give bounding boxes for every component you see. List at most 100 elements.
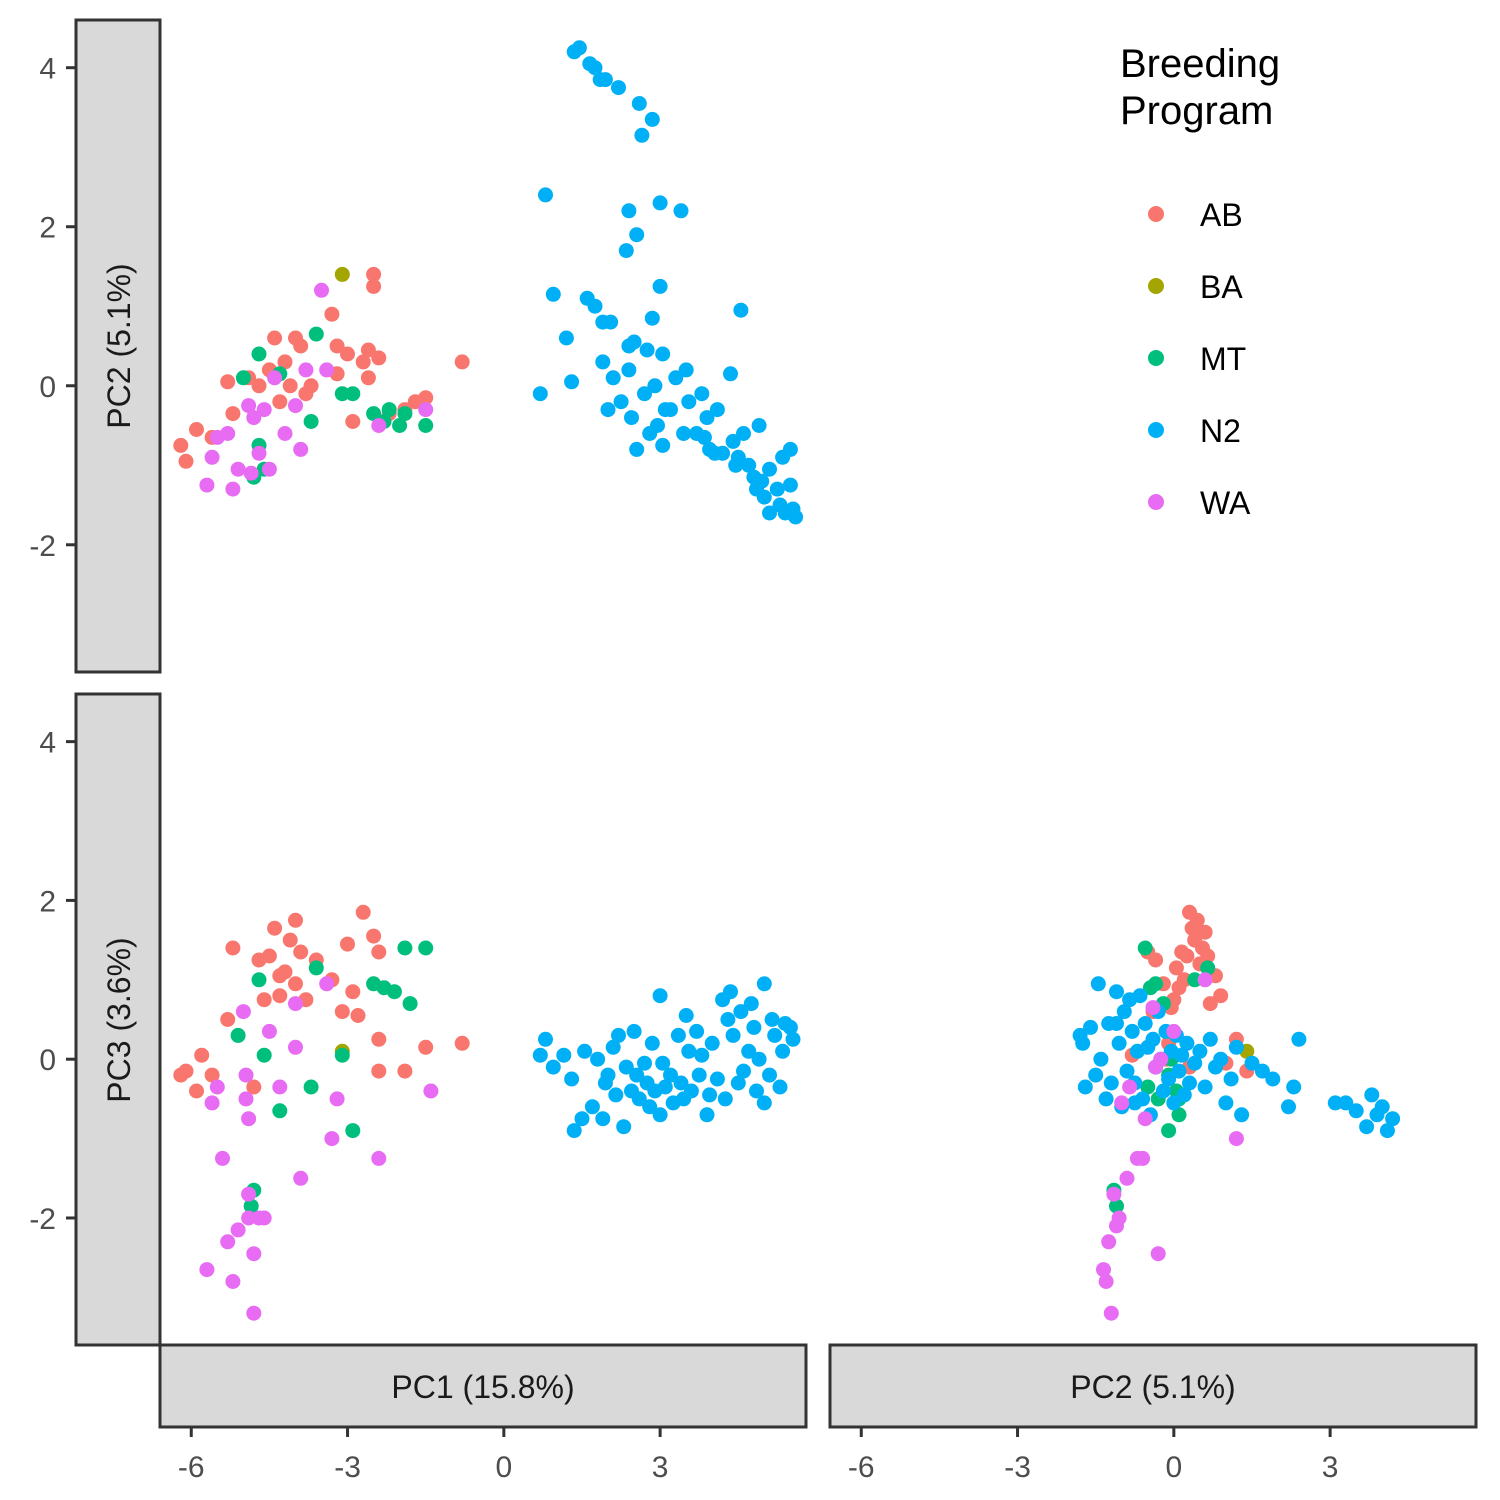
point-wa-pc1-vs-pc2-5 <box>230 461 246 477</box>
point-wa-pc1-vs-pc3-4 <box>220 1234 236 1250</box>
point-n2-pc1-vs-pc3-9 <box>590 1051 606 1067</box>
point-n2-pc1-vs-pc3-1 <box>538 1031 553 1047</box>
point-n2-pc1-vs-pc3-65 <box>775 1043 791 1059</box>
point-n2-pc1-vs-pc3-34 <box>673 1075 689 1091</box>
point-n2-pc1-vs-pc3-14 <box>608 1087 624 1103</box>
point-n2-pc1-vs-pc3-60 <box>756 1095 772 1111</box>
point-wa-pc1-vs-pc3-26 <box>423 1083 439 1099</box>
y-strip-row2: PC3 (3.6%) <box>74 692 162 1347</box>
point-wa-pc1-vs-pc2-0 <box>199 477 215 493</box>
point-n2-pc1-vs-pc3-42 <box>699 1107 715 1123</box>
point-n2-pc2-vs-pc3-44 <box>1213 1051 1229 1067</box>
point-n2-pc1-vs-pc3-62 <box>764 1012 780 1027</box>
point-wa-pc1-vs-pc3-7 <box>235 1004 251 1020</box>
point-n2-pc1-vs-pc2-10 <box>587 60 603 76</box>
point-n2-pc2-vs-pc3-13 <box>1116 1004 1132 1020</box>
point-n2-pc1-vs-pc3-36 <box>678 1008 694 1023</box>
point-ab-pc1-vs-pc3-17 <box>288 976 303 992</box>
point-wa-pc1-vs-pc3-16 <box>256 1210 272 1226</box>
point-mt-pc1-vs-pc2-7 <box>308 326 324 342</box>
legend-key-ba <box>1148 278 1164 294</box>
point-wa-pc1-vs-pc2-7 <box>243 465 259 481</box>
legend-label-n2: N2 <box>1200 413 1241 449</box>
point-n2-pc1-vs-pc2-74 <box>782 441 798 457</box>
point-n2-pc1-vs-pc3-33 <box>670 1027 686 1043</box>
point-n2-pc2-vs-pc3-48 <box>1234 1107 1250 1123</box>
point-ab-pc1-vs-pc3-5 <box>220 1012 236 1027</box>
point-ab-pc1-vs-pc3-23 <box>340 936 355 952</box>
point-n2-pc2-vs-pc3-24 <box>1145 1031 1161 1047</box>
point-mt-pc1-vs-pc3-14 <box>402 996 418 1012</box>
point-mt-pc1-vs-pc3-15 <box>418 940 434 956</box>
point-wa-pc1-vs-pc2-18 <box>319 362 335 378</box>
point-ab-pc1-vs-pc3-2 <box>189 1083 204 1099</box>
point-n2-pc2-vs-pc3-41 <box>1197 1079 1213 1095</box>
point-n2-pc1-vs-pc3-43 <box>702 1087 718 1103</box>
point-mt-pc1-vs-pc2-15 <box>418 418 434 433</box>
point-n2-pc1-vs-pc3-20 <box>629 1067 645 1083</box>
point-n2-pc1-vs-pc2-29 <box>634 127 650 143</box>
point-ab-pc1-vs-pc2-20 <box>340 346 355 362</box>
point-n2-pc1-vs-pc2-15 <box>600 402 616 418</box>
point-n2-pc1-vs-pc3-59 <box>756 976 772 992</box>
point-n2-pc1-vs-pc2-39 <box>655 346 671 362</box>
y-tick-label: 0 <box>39 1044 56 1077</box>
point-n2-pc1-vs-pc3-29 <box>655 1055 671 1071</box>
point-n2-pc2-vs-pc3-50 <box>1254 1063 1270 1079</box>
x-tick-label: 0 <box>1165 1451 1182 1484</box>
point-n2-pc1-vs-pc2-20 <box>618 243 634 259</box>
point-n2-pc2-vs-pc3-56 <box>1338 1095 1354 1111</box>
point-wa-pc1-vs-pc2-20 <box>418 402 434 418</box>
point-n2-pc1-vs-pc2-40 <box>655 437 671 453</box>
legend-title-line2: Program <box>1120 89 1273 133</box>
x-strip-label-col2: PC2 (5.1%) <box>1070 1369 1235 1405</box>
point-n2-pc1-vs-pc2-49 <box>694 386 710 402</box>
point-n2-pc1-vs-pc3-28 <box>652 988 668 1004</box>
point-wa-pc1-vs-pc3-13 <box>246 1246 262 1262</box>
point-n2-pc1-vs-pc2-34 <box>644 310 660 326</box>
x-axis-col1: -6 -3 0 3 <box>160 1425 806 1484</box>
point-n2-pc1-vs-pc2-1 <box>538 187 553 203</box>
point-wa-pc1-vs-pc2-1 <box>204 449 220 465</box>
point-n2-pc1-vs-pc3-68 <box>785 1031 801 1047</box>
y-strip-box-row2 <box>74 692 162 1347</box>
point-mt-pc1-vs-pc2-10 <box>366 406 382 422</box>
point-n2-pc1-vs-pc2-59 <box>730 449 746 465</box>
point-ab-pc1-vs-pc2-24 <box>360 370 376 386</box>
point-n2-pc2-vs-pc3-52 <box>1281 1099 1296 1115</box>
point-ab-pc1-vs-pc3-11 <box>267 920 283 936</box>
point-ab-pc1-vs-pc2-32 <box>454 354 470 370</box>
point-n2-pc1-vs-pc2-55 <box>715 445 731 461</box>
point-n2-pc1-vs-pc2-14 <box>597 72 613 88</box>
point-ab-pc1-vs-pc3-6 <box>225 940 241 956</box>
point-n2-pc1-vs-pc2-61 <box>736 426 751 441</box>
point-n2-pc1-vs-pc2-19 <box>613 394 629 410</box>
x-strip-box-col2 <box>828 1343 1478 1429</box>
point-ab-pc2-vs-pc3-3 <box>1148 952 1164 968</box>
point-n2-pc1-vs-pc3-25 <box>644 1035 660 1051</box>
y-strip-row1: PC2 (5.1%) <box>74 18 162 674</box>
y-tick-label: -2 <box>29 530 56 563</box>
y-axis-row1: -2 0 2 4 <box>29 20 78 672</box>
point-n2-pc1-vs-pc2-37 <box>652 195 668 211</box>
point-n2-pc1-vs-pc3-45 <box>709 1071 725 1087</box>
point-n2-pc1-vs-pc2-47 <box>681 394 697 410</box>
point-wa-pc1-vs-pc3-1 <box>204 1095 220 1111</box>
legend-title-line1: Breeding <box>1120 42 1280 86</box>
point-wa-pc1-vs-pc3-12 <box>238 1067 254 1083</box>
point-n2-pc1-vs-pc3-19 <box>626 1023 642 1039</box>
point-mt-pc1-vs-pc3-6 <box>308 960 324 976</box>
x-strip-col1: PC1 (15.8%) <box>158 1343 808 1429</box>
point-ab-pc1-vs-pc2-27 <box>371 350 387 366</box>
point-wa-pc1-vs-pc3-24 <box>329 1091 345 1107</box>
point-wa-pc1-vs-pc2-8 <box>246 410 262 426</box>
point-n2-pc1-vs-pc2-66 <box>754 473 770 489</box>
legend-key-mt <box>1148 350 1164 366</box>
point-n2-pc2-vs-pc3-14 <box>1119 1063 1135 1079</box>
point-wa-pc2-vs-pc3-17 <box>1166 1023 1182 1039</box>
point-n2-pc2-vs-pc3-51 <box>1265 1071 1281 1087</box>
point-mt-pc1-vs-pc3-4 <box>243 1198 259 1214</box>
x-strip-label-col1: PC1 (15.8%) <box>391 1369 574 1405</box>
point-ab-pc1-vs-pc2-14 <box>293 338 309 354</box>
point-n2-pc1-vs-pc3-49 <box>723 984 738 1000</box>
